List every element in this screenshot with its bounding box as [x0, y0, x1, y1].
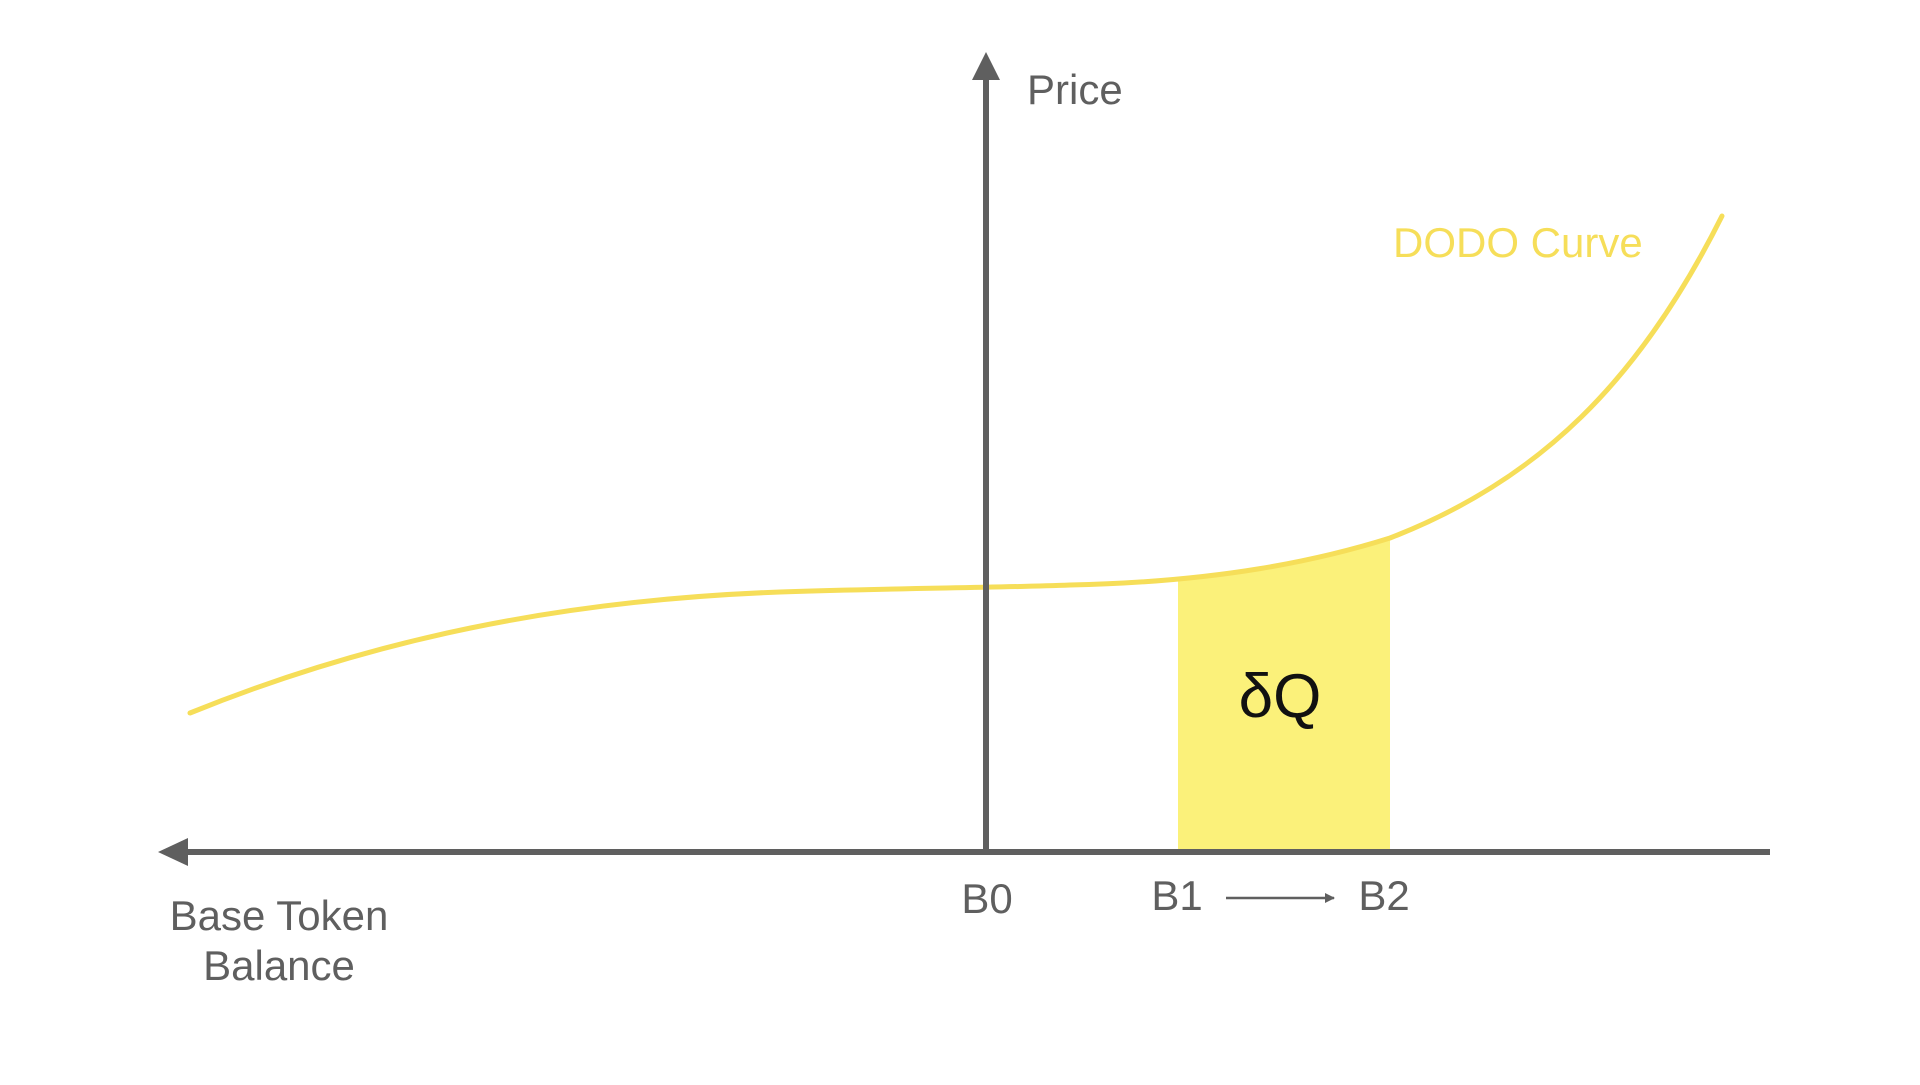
base-token-axis-label-line1: Base Token — [170, 892, 389, 939]
base-token-axis-arrowhead — [158, 838, 188, 866]
tick-label-b2: B2 — [1358, 872, 1409, 919]
base-token-axis-label-line2: Balance — [203, 942, 355, 989]
delta-q-label: δQ — [1239, 662, 1322, 731]
tick-label-b0: B0 — [961, 875, 1012, 922]
delta-q-area — [1178, 538, 1390, 852]
price-axis-label: Price — [1027, 66, 1123, 113]
dodo-curve-line — [187, 213, 1725, 716]
dodo-curve-label: DODO Curve — [1393, 219, 1643, 266]
price-axis-arrowhead — [972, 52, 1000, 80]
tick-label-b1: B1 — [1151, 872, 1202, 919]
